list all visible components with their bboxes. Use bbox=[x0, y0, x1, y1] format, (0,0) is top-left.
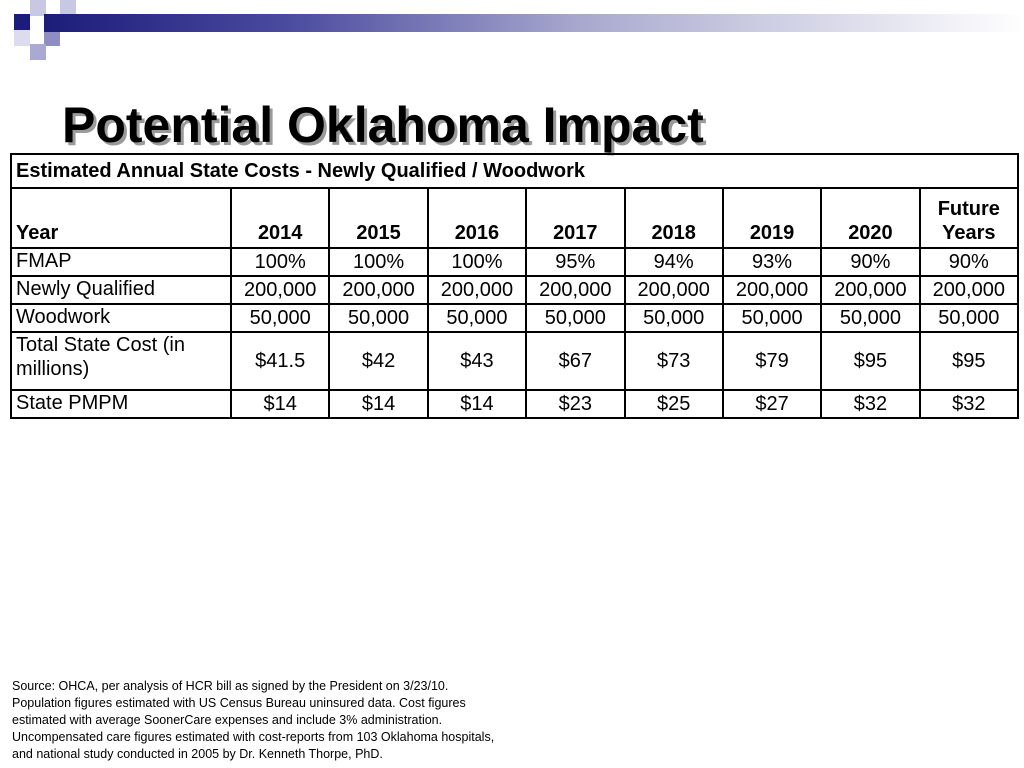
table-cell: $25 bbox=[623, 389, 724, 419]
table-cell: $67 bbox=[525, 331, 626, 391]
table-cell: $79 bbox=[721, 331, 823, 391]
row-label: Newly Qualified bbox=[10, 275, 232, 305]
source-line: Source: OHCA, per analysis of HCR bill a… bbox=[12, 679, 449, 693]
table-cell: $14 bbox=[229, 389, 331, 419]
source-line: Population figures estimated with US Cen… bbox=[12, 696, 466, 710]
table-cell: 90% bbox=[918, 247, 1020, 277]
deco-square-light bbox=[30, 0, 46, 16]
table-cell: $95 bbox=[820, 331, 921, 391]
table-cell: $43 bbox=[426, 331, 528, 391]
deco-square-mid bbox=[30, 44, 46, 60]
header-cell: 2017 bbox=[525, 187, 626, 249]
header-year: Year bbox=[10, 187, 232, 249]
table-cell: 100% bbox=[328, 247, 429, 277]
table-cell: 200,000 bbox=[820, 275, 921, 305]
header-cell: 2015 bbox=[328, 187, 429, 249]
table-cell: 50,000 bbox=[525, 303, 626, 333]
table-cell: 100% bbox=[229, 247, 331, 277]
table-row-newly-qualified: Newly Qualified 200,000 200,000 200,000 … bbox=[10, 275, 1020, 305]
table-cell: $14 bbox=[328, 389, 429, 419]
table-cell: 90% bbox=[820, 247, 921, 277]
table-cell: 100% bbox=[426, 247, 528, 277]
header-future-line2: Years bbox=[942, 222, 996, 244]
table-cell: $42 bbox=[328, 331, 429, 391]
table-cell: 50,000 bbox=[721, 303, 823, 333]
table-row-fmap: FMAP 100% 100% 100% 95% 94% 93% 90% 90% bbox=[10, 247, 1020, 277]
table-row-woodwork: Woodwork 50,000 50,000 50,000 50,000 50,… bbox=[10, 303, 1020, 333]
source-line: and national study conducted in 2005 by … bbox=[12, 747, 383, 761]
row-label: FMAP bbox=[10, 247, 232, 277]
table-cell: 200,000 bbox=[918, 275, 1020, 305]
source-line: Uncompensated care figures estimated wit… bbox=[12, 730, 495, 744]
cost-table: Estimated Annual State Costs - Newly Qua… bbox=[10, 153, 1020, 419]
table-cell: $23 bbox=[525, 389, 626, 419]
header-cell: 2016 bbox=[426, 187, 528, 249]
header-future-years: Future Years bbox=[918, 187, 1020, 249]
table-caption: Estimated Annual State Costs - Newly Qua… bbox=[10, 153, 1019, 189]
table-cell: 50,000 bbox=[623, 303, 724, 333]
slide-title: Potential Oklahoma Impact bbox=[62, 97, 704, 153]
deco-square-light bbox=[60, 0, 76, 16]
table-row-state-pmpm: State PMPM $14 $14 $14 $23 $25 $27 $32 $… bbox=[10, 389, 1020, 419]
table-cell: 50,000 bbox=[820, 303, 921, 333]
row-label: Woodwork bbox=[10, 303, 232, 333]
table-cell: 200,000 bbox=[721, 275, 823, 305]
table-cell: $41.5 bbox=[229, 331, 331, 391]
table-cell: 50,000 bbox=[229, 303, 331, 333]
table-cell: $32 bbox=[820, 389, 921, 419]
header-gradient-bar bbox=[44, 14, 1024, 32]
table-cell: 94% bbox=[623, 247, 724, 277]
table-cell: $14 bbox=[426, 389, 528, 419]
table-row-total-state-cost: Total State Cost (in millions) $41.5 $42… bbox=[10, 331, 1020, 391]
row-label: State PMPM bbox=[10, 389, 232, 419]
deco-square-mid bbox=[44, 30, 60, 46]
header-cell: 2020 bbox=[820, 187, 921, 249]
header-cell: 2018 bbox=[623, 187, 724, 249]
deco-square-light bbox=[14, 30, 30, 46]
table-cell: $27 bbox=[721, 389, 823, 419]
header-cell: 2019 bbox=[721, 187, 823, 249]
source-note: Source: OHCA, per analysis of HCR bill a… bbox=[12, 678, 612, 763]
table-cell: 50,000 bbox=[426, 303, 528, 333]
table-cell: 50,000 bbox=[328, 303, 429, 333]
table-cell: $73 bbox=[623, 331, 724, 391]
deco-square-dark bbox=[14, 14, 30, 30]
table-cell: 200,000 bbox=[525, 275, 626, 305]
table-cell: 95% bbox=[525, 247, 626, 277]
table-cell: 200,000 bbox=[623, 275, 724, 305]
table-cell: 200,000 bbox=[328, 275, 429, 305]
table-cell: 50,000 bbox=[918, 303, 1020, 333]
source-line: estimated with average SoonerCare expens… bbox=[12, 713, 443, 727]
table-header-row: Year 2014 2015 2016 2017 2018 2019 2020 … bbox=[10, 187, 1020, 249]
table-cell: 93% bbox=[721, 247, 823, 277]
header-future-line1: Future bbox=[937, 198, 1000, 220]
table-cell: 200,000 bbox=[426, 275, 528, 305]
decorative-squares bbox=[0, 0, 80, 64]
table-cell: $95 bbox=[918, 331, 1020, 391]
row-label: Total State Cost (in millions) bbox=[10, 331, 232, 391]
header-cell: 2014 bbox=[229, 187, 331, 249]
table-cell: $32 bbox=[918, 389, 1020, 419]
table-cell: 200,000 bbox=[229, 275, 331, 305]
